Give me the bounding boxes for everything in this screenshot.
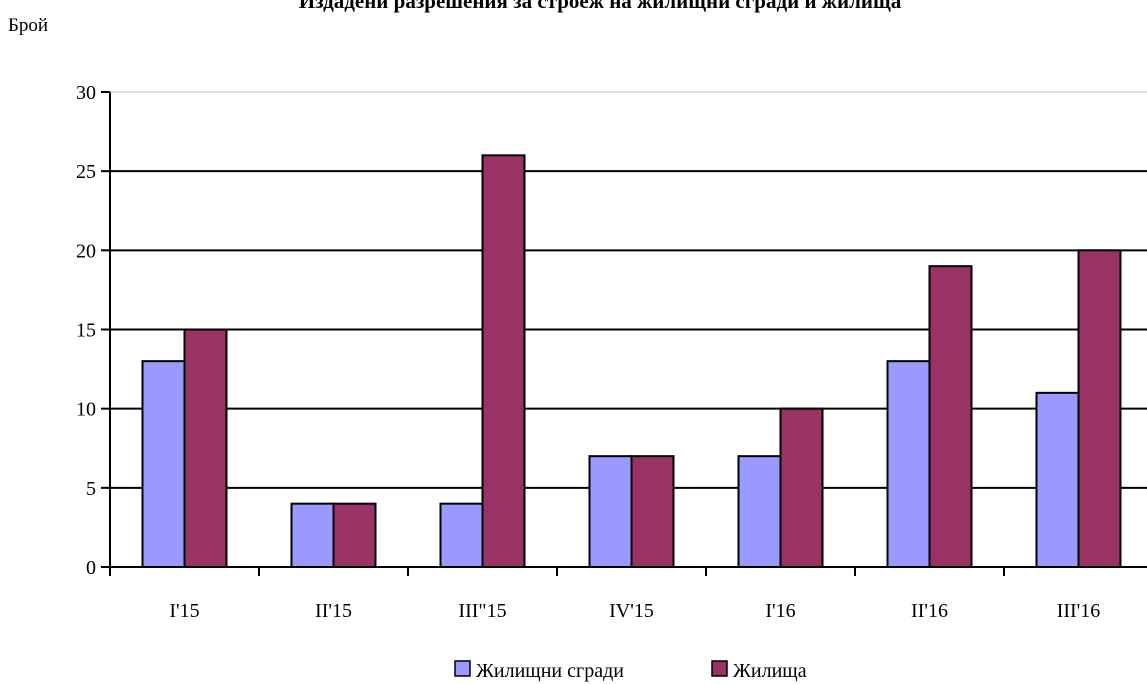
bar-buildings-0 [141,360,186,568]
bars [141,154,1122,569]
bar-dwellings-0 [183,328,228,568]
legend-label-0: Жилищни сгради [476,660,624,682]
bar-buildings-2 [439,502,484,568]
bar-dwellings-2 [481,154,526,568]
axes [101,91,1147,576]
x-tick-label-0: I'15 [169,600,199,622]
bar-buildings-6 [1035,391,1080,569]
chart-title: Издадени разрешения за строеж на жилищни… [299,0,902,13]
x-tick-label-4: I'16 [765,600,795,622]
y-tick-label-0: 0 [86,557,96,579]
x-tick-label-6: III'16 [1057,600,1101,622]
tick-labels: 0 5 10 15 20 25 30 I'15 II'15 III"15 IV'15 I'16 II'1… [76,82,1100,622]
bar-dwellings-6 [1077,249,1122,568]
legend-label-1: Жилища [733,660,807,682]
legend-swatch-0 [454,660,471,677]
x-tick-label-5: II'16 [911,600,948,622]
bar-buildings-5 [886,360,931,568]
y-tick-label-15: 15 [76,320,96,342]
gridlines [110,91,1147,489]
x-tick-label-1: II'15 [315,600,352,622]
y-tick-label-20: 20 [76,240,96,262]
bar-dwellings-1 [332,502,377,568]
y-axis-label: Брой [8,15,48,36]
y-tick-label-5: 5 [86,478,96,500]
y-tick-label-10: 10 [76,399,96,421]
legend-swatch-1 [711,660,728,677]
bar-dwellings-4 [779,407,824,568]
legend: Жилищни сгради Жилища [454,660,807,682]
y-tick-label-25: 25 [76,161,96,183]
bar-buildings-4 [737,455,782,568]
x-tick-label-3: IV'15 [609,600,654,622]
bar-dwellings-3 [630,455,675,568]
bar-buildings-1 [290,502,335,568]
bar-buildings-3 [588,455,633,568]
y-tick-label-30: 30 [76,82,96,104]
x-tick-label-2: III"15 [458,600,506,622]
bar-dwellings-5 [928,265,973,568]
